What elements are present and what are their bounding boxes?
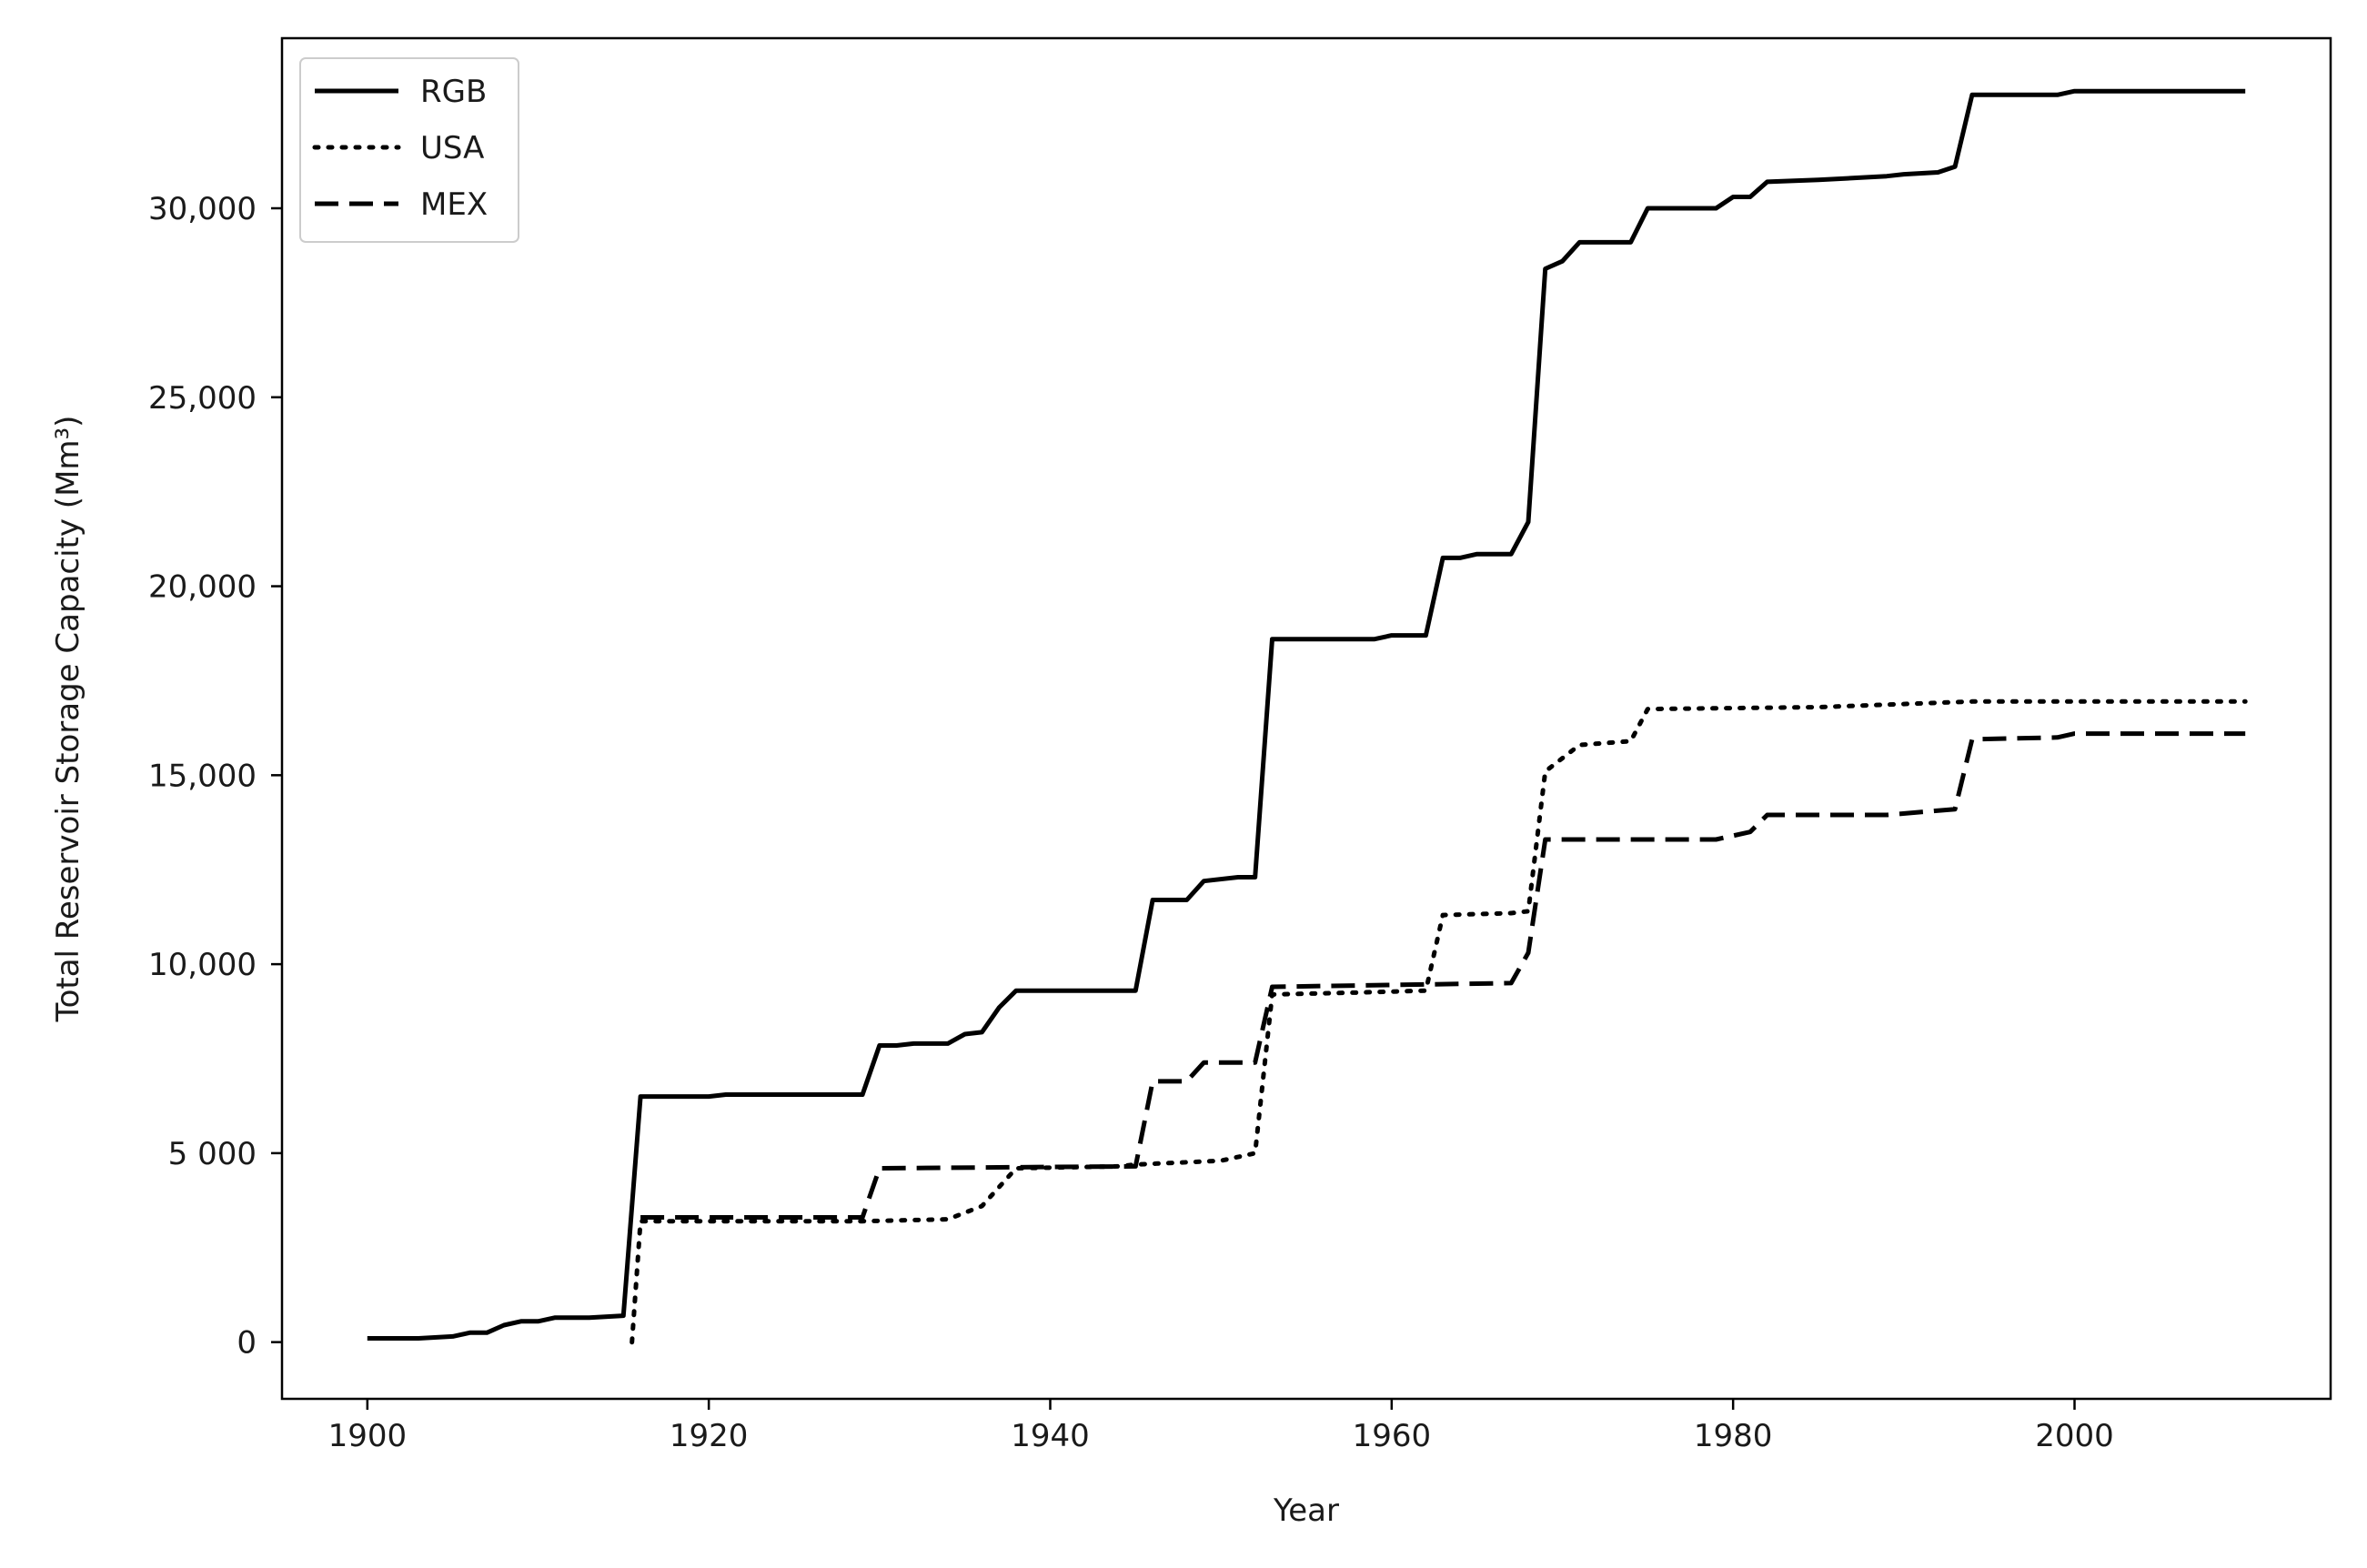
plot-area-frame [280,36,2332,1401]
y-tick-label: 20,000 [148,569,257,606]
x-axis-label: Year [1273,1493,1339,1529]
x-tick-label: 1960 [1353,1418,1432,1454]
x-tick-label: 1940 [1011,1418,1090,1454]
series-line-mex [640,731,2246,1220]
y-tick-label: 5 000 [168,1136,257,1172]
legend-box [299,57,519,243]
y-tick-label: 10,000 [148,947,257,983]
series-layer [367,88,2248,1345]
y-tick-label: 30,000 [148,191,257,227]
x-tick-label: 1980 [1694,1418,1773,1454]
y-tick-label: 0 [237,1325,257,1362]
series-line-rgb [367,88,2246,1341]
x-tick-label: 1920 [670,1418,749,1454]
series-line-usa [630,699,2248,1345]
legend-label-rgb: RGB [420,74,487,110]
legend: RGB USA MEX [299,57,519,243]
legend-label-usa: USA [420,130,484,166]
x-tick-label: 2000 [2035,1418,2114,1454]
x-tick-label: 1900 [328,1418,408,1454]
y-axis: 0 5 000 10,000 15,000 20,000 25,000 30,000 [148,191,282,1362]
y-tick-label: 15,000 [148,758,257,794]
legend-label-mex: MEX [420,186,488,223]
y-axis-label: Total Reservoir Storage Capacity (Mm³) [50,416,86,1023]
x-axis: 1900 1920 1940 1960 1980 2000 [328,1399,2114,1454]
y-tick-label: 25,000 [148,380,257,417]
